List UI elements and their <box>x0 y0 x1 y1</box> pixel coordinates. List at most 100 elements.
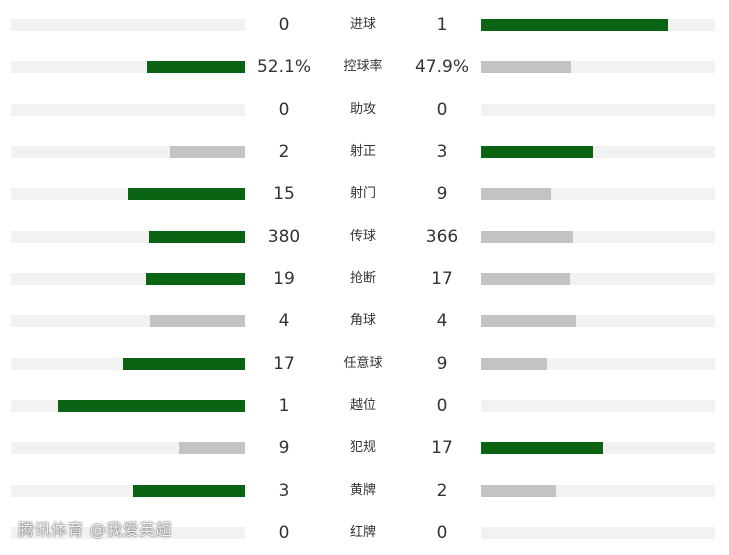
away-value: 3 <box>436 141 448 162</box>
away-bar-fill <box>481 272 570 285</box>
home-bar-track <box>11 188 245 201</box>
away-bar-track <box>481 526 715 539</box>
home-bar-track <box>11 357 245 370</box>
home-value: 3 <box>278 480 290 501</box>
home-bar-track <box>11 145 245 158</box>
home-bar-fill <box>123 357 245 370</box>
away-value: 1 <box>436 15 448 35</box>
home-bar-fill <box>170 145 245 158</box>
away-bar-track <box>481 188 715 201</box>
home-bar-fill <box>150 315 245 328</box>
away-bar-fill <box>481 442 603 455</box>
home-bar-track <box>11 315 245 328</box>
away-value: 9 <box>436 184 448 205</box>
home-bar-fill <box>128 188 245 201</box>
stat-label: 抢断 <box>349 270 376 286</box>
stat-row: 4 角球 4 <box>0 300 729 342</box>
home-value: 380 <box>267 226 301 247</box>
stat-row: 19 抢断 17 <box>0 258 729 300</box>
away-bar-fill <box>481 315 576 328</box>
stat-label: 红牌 <box>349 524 376 540</box>
away-bar-track <box>481 19 715 31</box>
home-bar-fill <box>58 399 245 412</box>
away-bar-track <box>481 315 715 328</box>
stat-row: 380 传球 366 <box>0 216 729 258</box>
away-bar-track <box>481 61 715 74</box>
home-value: 2 <box>278 141 290 162</box>
home-value: 0 <box>278 522 290 543</box>
stat-row: 15 射门 9 <box>0 173 729 215</box>
home-value: 52.1% <box>256 57 311 78</box>
home-bar-track <box>11 484 245 497</box>
stat-label: 进球 <box>349 17 376 32</box>
home-bar-track <box>11 399 245 412</box>
stat-label: 角球 <box>349 313 376 329</box>
stat-row: 0 红牌 0 <box>0 512 729 554</box>
away-bar-fill <box>481 19 668 31</box>
home-value: 9 <box>278 438 290 459</box>
home-bar-track <box>11 526 245 539</box>
stat-row: 2 射正 3 <box>0 131 729 173</box>
away-bar-track <box>481 442 715 455</box>
stat-label: 犯规 <box>349 440 376 456</box>
home-value: 0 <box>278 15 290 35</box>
stat-row: 9 犯规 17 <box>0 427 729 469</box>
stat-label: 越位 <box>349 397 376 413</box>
home-value: 4 <box>278 311 290 332</box>
home-bar-track <box>11 61 245 74</box>
away-bar-track <box>481 399 715 412</box>
away-bar-track <box>481 145 715 158</box>
home-bar-track <box>11 272 245 285</box>
home-value: 1 <box>278 395 290 416</box>
away-value: 4 <box>436 311 448 332</box>
stat-row: 1 越位 0 <box>0 385 729 427</box>
home-bar-track <box>11 19 245 31</box>
home-value: 17 <box>273 353 295 374</box>
away-value: 9 <box>436 353 448 374</box>
away-bar-fill <box>481 230 573 243</box>
home-bar-fill <box>146 272 245 285</box>
home-bar-fill <box>147 61 245 74</box>
away-bar-track <box>481 272 715 285</box>
stat-row: 0 助攻 0 <box>0 89 729 131</box>
away-value: 0 <box>436 99 448 120</box>
away-bar-fill <box>481 357 547 370</box>
away-bar-fill <box>481 484 556 497</box>
away-bar-track <box>481 230 715 243</box>
stat-label: 控球率 <box>343 59 383 75</box>
stat-label: 助攻 <box>349 101 376 117</box>
stat-row: 17 任意球 9 <box>0 343 729 385</box>
stat-label: 黄牌 <box>349 482 376 498</box>
away-bar-fill <box>481 145 593 158</box>
away-bar-track <box>481 103 715 116</box>
away-bar-fill <box>481 61 571 74</box>
home-bar-track <box>11 230 245 243</box>
home-bar-track <box>11 442 245 455</box>
away-bar-fill <box>481 188 551 201</box>
stat-label: 传球 <box>349 228 376 244</box>
stat-row: 52.1% 控球率 47.9% <box>0 46 729 88</box>
home-bar-fill <box>149 230 245 243</box>
away-value: 47.9% <box>414 57 469 78</box>
stat-row: 3 黄牌 2 <box>0 470 729 512</box>
away-value: 0 <box>436 395 448 416</box>
home-value: 0 <box>278 99 290 120</box>
away-value: 2 <box>436 480 448 501</box>
stat-label: 任意球 <box>343 355 383 371</box>
away-value: 17 <box>431 268 453 289</box>
away-bar-track <box>481 484 715 497</box>
away-value: 0 <box>436 522 448 543</box>
home-value: 19 <box>273 268 295 289</box>
home-bar-fill <box>133 484 245 497</box>
home-value: 15 <box>273 184 295 205</box>
away-value: 366 <box>425 226 459 247</box>
watermark: 腾讯体育 @我爱英超 <box>18 520 173 539</box>
home-bar-track <box>11 103 245 116</box>
home-bar-fill <box>179 442 245 455</box>
stat-label: 射正 <box>349 143 376 159</box>
stat-row: 0 进球 1 <box>0 4 729 46</box>
stat-label: 射门 <box>349 186 376 202</box>
away-value: 17 <box>431 438 453 459</box>
away-bar-track <box>481 357 715 370</box>
